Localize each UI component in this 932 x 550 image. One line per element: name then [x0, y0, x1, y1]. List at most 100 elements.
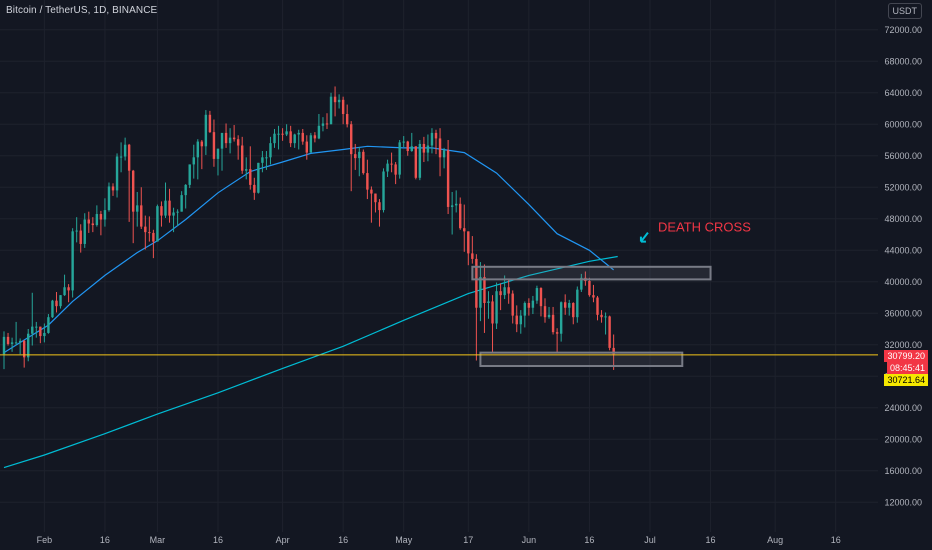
candle-body: [196, 141, 200, 158]
candle-body: [103, 210, 107, 220]
candle-body: [180, 195, 183, 212]
candle-body: [164, 200, 167, 216]
candle-body: [406, 141, 409, 152]
candle-body: [402, 141, 405, 143]
price-tick-label: 72000.00: [884, 25, 922, 35]
candle-body: [503, 287, 506, 296]
candle-body: [559, 302, 563, 334]
currency-badge[interactable]: USDT: [887, 3, 922, 19]
candle-body: [160, 206, 163, 216]
candle-body: [386, 163, 389, 172]
candle-body: [55, 300, 58, 307]
candle-body: [592, 295, 595, 298]
candle-body: [111, 186, 115, 191]
price-tick-label: 24000.00: [884, 403, 922, 413]
moving-average-slow-line: [3, 255, 618, 469]
candle-body: [596, 297, 599, 315]
candle-body: [418, 143, 422, 178]
candle-body: [59, 295, 62, 307]
symbol-title[interactable]: Bitcoin / TetherUS, 1D, BINANCE: [6, 5, 158, 16]
candle-body: [535, 288, 539, 301]
candle-body: [350, 124, 353, 155]
candle-body: [188, 164, 191, 185]
price-tick-label: 32000.00: [884, 340, 922, 350]
candle-body: [240, 145, 244, 171]
candle-body: [148, 232, 151, 234]
candle-body: [269, 143, 272, 158]
candle-body: [450, 205, 454, 207]
candle-body: [511, 293, 514, 316]
candle-body: [499, 291, 502, 296]
candle-body: [547, 314, 551, 318]
candle-body: [212, 132, 216, 159]
candle-body: [123, 144, 127, 157]
candle-body: [305, 141, 309, 153]
candle-body: [67, 287, 70, 291]
time-tick-label: 16: [213, 535, 223, 545]
candle-body: [515, 315, 518, 325]
candle-body: [43, 332, 46, 337]
candle-body: [612, 347, 615, 355]
time-tick-label: Aug: [767, 535, 783, 545]
candle-body: [366, 173, 369, 190]
candle-body: [454, 203, 458, 206]
price-tick-label: 52000.00: [884, 182, 922, 192]
candle-body: [273, 133, 276, 144]
resistance-zone-box[interactable]: [471, 265, 712, 281]
candle-body: [333, 96, 337, 103]
candle-body: [600, 314, 603, 318]
candle-body: [39, 326, 42, 337]
candle-body: [87, 219, 90, 224]
death-cross-annotation[interactable]: DEATH CROSS: [658, 220, 751, 235]
candle-body: [604, 316, 607, 318]
level-price-label: 30721.64: [884, 374, 928, 386]
candle-body: [249, 169, 252, 185]
candle-body: [261, 157, 264, 163]
candle-body: [527, 303, 531, 308]
candle-body: [378, 202, 381, 211]
candle-body: [184, 184, 187, 196]
candle-body: [390, 163, 393, 165]
candle-body: [430, 132, 434, 146]
candle-body: [115, 156, 119, 191]
candle-body: [289, 131, 292, 144]
candle-body: [551, 314, 555, 333]
time-tick-label: Jul: [644, 535, 656, 545]
price-tick-label: 36000.00: [884, 308, 922, 318]
candle-body: [568, 303, 571, 308]
candle-body: [313, 135, 317, 139]
candle-body: [99, 214, 103, 220]
candle-body: [245, 169, 248, 171]
candle-body: [131, 170, 135, 212]
candle-body: [152, 232, 155, 242]
candle-body: [51, 300, 54, 318]
candle-body: [297, 132, 300, 135]
candle-body: [374, 193, 377, 203]
candle-body: [543, 306, 547, 318]
candle-body: [236, 139, 240, 146]
candle-body: [491, 301, 494, 324]
bar-countdown-label: 08:45:41: [886, 362, 928, 374]
candle-body: [204, 114, 208, 147]
candle-body: [119, 156, 123, 158]
time-tick-label: 16: [706, 535, 716, 545]
candle-body: [309, 135, 313, 153]
candle-body: [507, 287, 510, 294]
candle-body: [576, 289, 579, 318]
support-zone-box[interactable]: [479, 351, 684, 368]
time-tick-label: 16: [831, 535, 841, 545]
annotation-arrow-icon: [639, 232, 649, 243]
candle-body: [216, 148, 220, 159]
candle-body: [475, 258, 478, 308]
candle-body: [10, 342, 14, 344]
candle-body: [293, 134, 296, 144]
candle-body: [285, 131, 288, 135]
candle-body: [192, 157, 195, 165]
candle-body: [563, 302, 567, 308]
time-tick-label: 16: [338, 535, 348, 545]
candle-body: [321, 123, 325, 126]
candle-body: [446, 150, 450, 207]
candle-body: [467, 231, 470, 254]
